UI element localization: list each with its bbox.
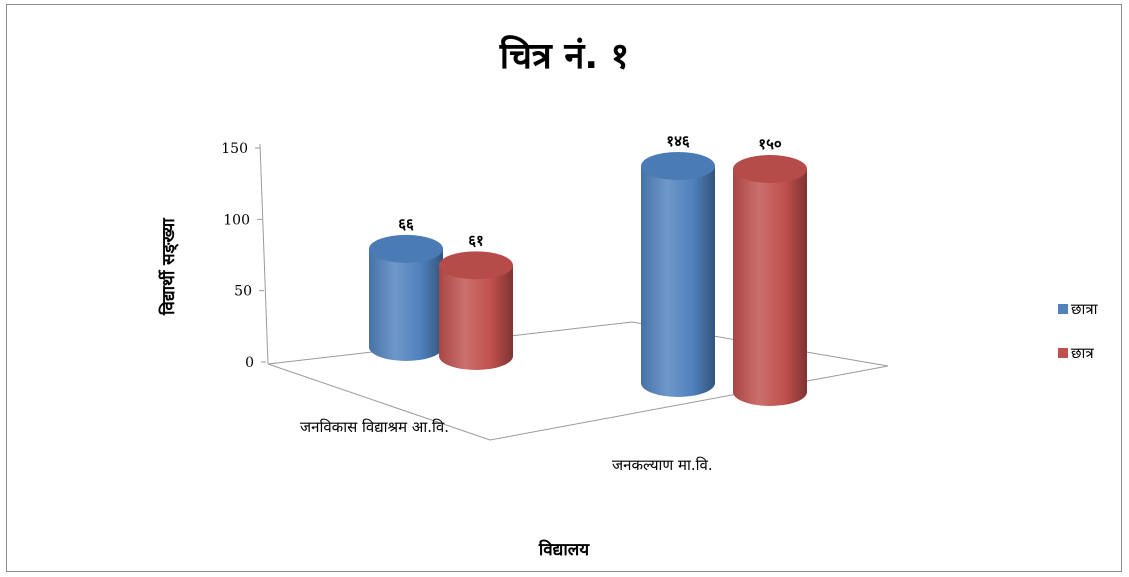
y-tick-label-3: 150 — [221, 141, 248, 157]
y-tick-label-0: 0 — [245, 355, 254, 371]
legend-item-1: छात्र — [1058, 342, 1098, 364]
y-tick-label-2: 100 — [223, 212, 250, 228]
legend-swatch-1 — [1058, 348, 1068, 358]
chart-title: चित्र नं. १ — [499, 36, 630, 77]
bar-1-1 — [733, 169, 807, 406]
legend-label-1: छात्र — [1071, 344, 1094, 362]
y-tick-label-1: 50 — [234, 284, 252, 300]
bar-top-1-0 — [641, 151, 715, 180]
bar-0-1 — [439, 265, 513, 370]
x-category-label-1: जनकल्याण मा.वि. — [612, 456, 713, 474]
chart-legend: छात्रा छात्र — [1058, 298, 1098, 386]
chart-frame — [6, 4, 1122, 572]
data-label-0-1: ६१ — [468, 231, 484, 249]
y-axis-label: विद्यार्थी सङ्ख्या — [158, 218, 179, 316]
x-axis-label: विद्यालय — [538, 539, 590, 560]
chart-back-wall — [259, 143, 269, 365]
bar-top-1-1 — [733, 155, 807, 183]
legend-label-0: छात्रा — [1071, 300, 1098, 318]
data-label-1-1: १५० — [758, 135, 782, 153]
legend-item-0: छात्रा — [1058, 298, 1098, 320]
data-label-0-0: ६६ — [398, 215, 414, 233]
x-category-label-0: जनविकास विद्याश्रम आ.वि. — [300, 418, 449, 436]
legend-swatch-0 — [1058, 304, 1068, 314]
bar-1-0 — [641, 165, 715, 397]
bar-top-0-0 — [369, 234, 443, 263]
bar-top-0-1 — [439, 251, 513, 280]
data-label-1-0: १४६ — [666, 132, 690, 150]
bar-0-0 — [369, 248, 443, 361]
